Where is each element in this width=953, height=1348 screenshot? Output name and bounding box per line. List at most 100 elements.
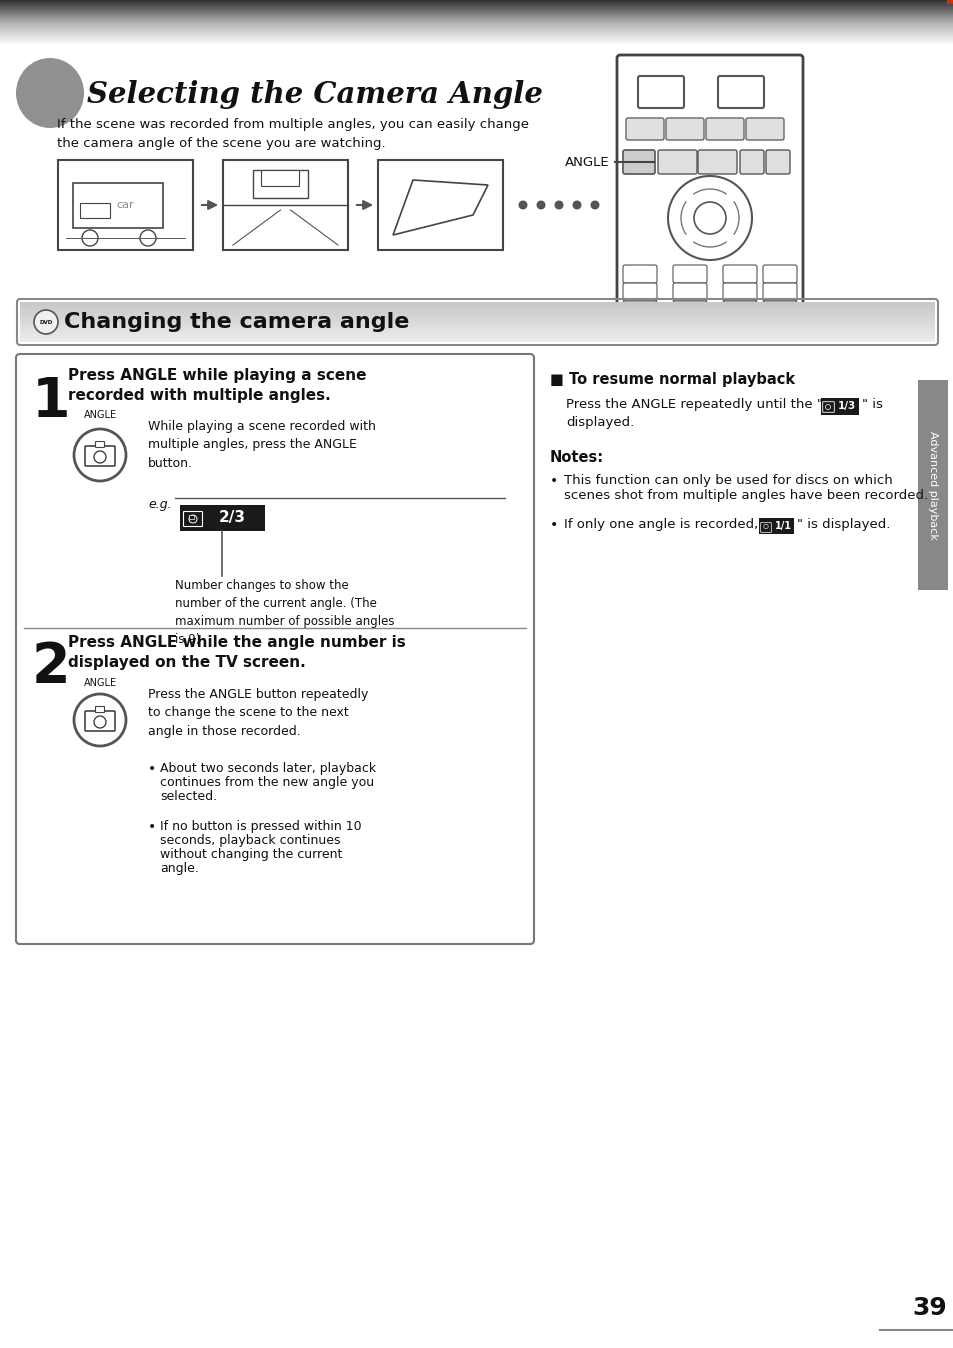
- FancyBboxPatch shape: [665, 119, 703, 140]
- FancyBboxPatch shape: [253, 170, 308, 198]
- FancyBboxPatch shape: [821, 402, 834, 412]
- Text: •: •: [550, 474, 558, 488]
- FancyBboxPatch shape: [180, 506, 265, 531]
- Text: continues from the new angle you: continues from the new angle you: [160, 776, 374, 789]
- FancyBboxPatch shape: [672, 301, 706, 319]
- Circle shape: [572, 201, 581, 209]
- Text: DVD: DVD: [39, 319, 52, 325]
- FancyBboxPatch shape: [698, 150, 737, 174]
- FancyBboxPatch shape: [759, 518, 793, 534]
- Text: ANGLE: ANGLE: [83, 678, 116, 687]
- Text: 2: 2: [32, 640, 71, 694]
- Circle shape: [140, 231, 156, 245]
- Text: 1/3: 1/3: [837, 402, 855, 411]
- Text: Changing the camera angle: Changing the camera angle: [64, 311, 409, 332]
- FancyBboxPatch shape: [705, 119, 743, 140]
- Text: •: •: [148, 820, 156, 834]
- FancyBboxPatch shape: [183, 511, 202, 527]
- FancyBboxPatch shape: [625, 119, 663, 140]
- Text: 1: 1: [32, 375, 71, 429]
- Text: About two seconds later, playback: About two seconds later, playback: [160, 762, 375, 775]
- Circle shape: [667, 177, 751, 260]
- Text: scenes shot from multiple angles have been recorded.: scenes shot from multiple angles have be…: [563, 489, 927, 501]
- FancyBboxPatch shape: [722, 283, 757, 301]
- Text: Press ANGLE while the angle number is: Press ANGLE while the angle number is: [68, 635, 405, 650]
- Circle shape: [74, 429, 126, 481]
- Text: 2/3: 2/3: [218, 511, 245, 526]
- Text: Press the ANGLE button repeatedly
to change the scene to the next
angle in those: Press the ANGLE button repeatedly to cha…: [148, 687, 368, 737]
- FancyBboxPatch shape: [58, 160, 193, 249]
- Text: angle.: angle.: [160, 861, 198, 875]
- Circle shape: [34, 310, 58, 334]
- FancyBboxPatch shape: [622, 150, 655, 174]
- FancyBboxPatch shape: [917, 380, 947, 590]
- Circle shape: [189, 515, 196, 523]
- Text: If no button is pressed within 10: If no button is pressed within 10: [160, 820, 361, 833]
- Text: without changing the current: without changing the current: [160, 848, 342, 861]
- Text: Notes:: Notes:: [550, 450, 603, 465]
- FancyBboxPatch shape: [722, 266, 757, 283]
- FancyBboxPatch shape: [95, 706, 105, 713]
- FancyBboxPatch shape: [16, 355, 534, 944]
- FancyBboxPatch shape: [740, 150, 763, 174]
- Circle shape: [82, 231, 98, 245]
- Circle shape: [518, 201, 527, 209]
- Text: displayed on the TV screen.: displayed on the TV screen.: [68, 655, 305, 670]
- Text: ■ To resume normal playback: ■ To resume normal playback: [550, 372, 794, 387]
- Text: Advanced playback: Advanced playback: [927, 430, 937, 539]
- Text: Selecting the Camera Angle: Selecting the Camera Angle: [87, 80, 542, 109]
- Text: seconds, playback continues: seconds, playback continues: [160, 834, 340, 847]
- FancyBboxPatch shape: [622, 266, 657, 283]
- FancyBboxPatch shape: [760, 523, 770, 532]
- FancyBboxPatch shape: [85, 710, 115, 731]
- FancyBboxPatch shape: [821, 398, 858, 415]
- Circle shape: [763, 524, 767, 528]
- FancyBboxPatch shape: [223, 160, 348, 249]
- Text: •: •: [550, 518, 558, 532]
- FancyBboxPatch shape: [718, 75, 763, 108]
- Text: ANGLE: ANGLE: [565, 155, 609, 168]
- FancyBboxPatch shape: [722, 301, 757, 319]
- FancyBboxPatch shape: [672, 283, 706, 301]
- Text: selected.: selected.: [160, 790, 217, 803]
- Text: This function can only be used for discs on which: This function can only be used for discs…: [563, 474, 892, 487]
- FancyBboxPatch shape: [622, 283, 657, 301]
- FancyBboxPatch shape: [638, 75, 683, 108]
- Text: If the scene was recorded from multiple angles, you can easily change
the camera: If the scene was recorded from multiple …: [57, 119, 529, 150]
- FancyBboxPatch shape: [745, 119, 783, 140]
- Text: While playing a scene recorded with
multiple angles, press the ANGLE
button.: While playing a scene recorded with mult…: [148, 421, 375, 470]
- FancyBboxPatch shape: [672, 266, 706, 283]
- Polygon shape: [393, 181, 488, 235]
- Text: •: •: [148, 762, 156, 776]
- FancyBboxPatch shape: [617, 55, 802, 315]
- Circle shape: [693, 202, 725, 235]
- FancyBboxPatch shape: [73, 183, 163, 228]
- Circle shape: [74, 694, 126, 745]
- Text: 1/1: 1/1: [774, 520, 791, 531]
- FancyBboxPatch shape: [261, 170, 298, 186]
- Text: recorded with multiple angles.: recorded with multiple angles.: [68, 388, 331, 403]
- Text: Press ANGLE while playing a scene: Press ANGLE while playing a scene: [68, 368, 366, 383]
- Circle shape: [536, 201, 545, 209]
- Text: If only one angle is recorded, ": If only one angle is recorded, ": [563, 518, 768, 531]
- FancyBboxPatch shape: [762, 266, 796, 283]
- FancyBboxPatch shape: [622, 301, 657, 319]
- Text: Press the ANGLE repeatedly until the ": Press the ANGLE repeatedly until the ": [565, 398, 822, 411]
- Text: " is: " is: [862, 398, 882, 411]
- FancyBboxPatch shape: [85, 446, 115, 466]
- Text: displayed.: displayed.: [565, 417, 634, 429]
- Circle shape: [590, 201, 598, 209]
- Circle shape: [824, 404, 830, 410]
- FancyBboxPatch shape: [762, 283, 796, 301]
- Circle shape: [554, 201, 563, 209]
- Text: car: car: [116, 200, 134, 210]
- FancyBboxPatch shape: [762, 301, 796, 319]
- Circle shape: [94, 452, 106, 462]
- FancyBboxPatch shape: [80, 204, 110, 218]
- FancyBboxPatch shape: [658, 150, 697, 174]
- Circle shape: [94, 716, 106, 728]
- Ellipse shape: [16, 58, 84, 128]
- Text: ANGLE: ANGLE: [83, 410, 116, 421]
- Text: Number changes to show the
number of the current angle. (The
maximum number of p: Number changes to show the number of the…: [174, 580, 395, 646]
- FancyBboxPatch shape: [377, 160, 502, 249]
